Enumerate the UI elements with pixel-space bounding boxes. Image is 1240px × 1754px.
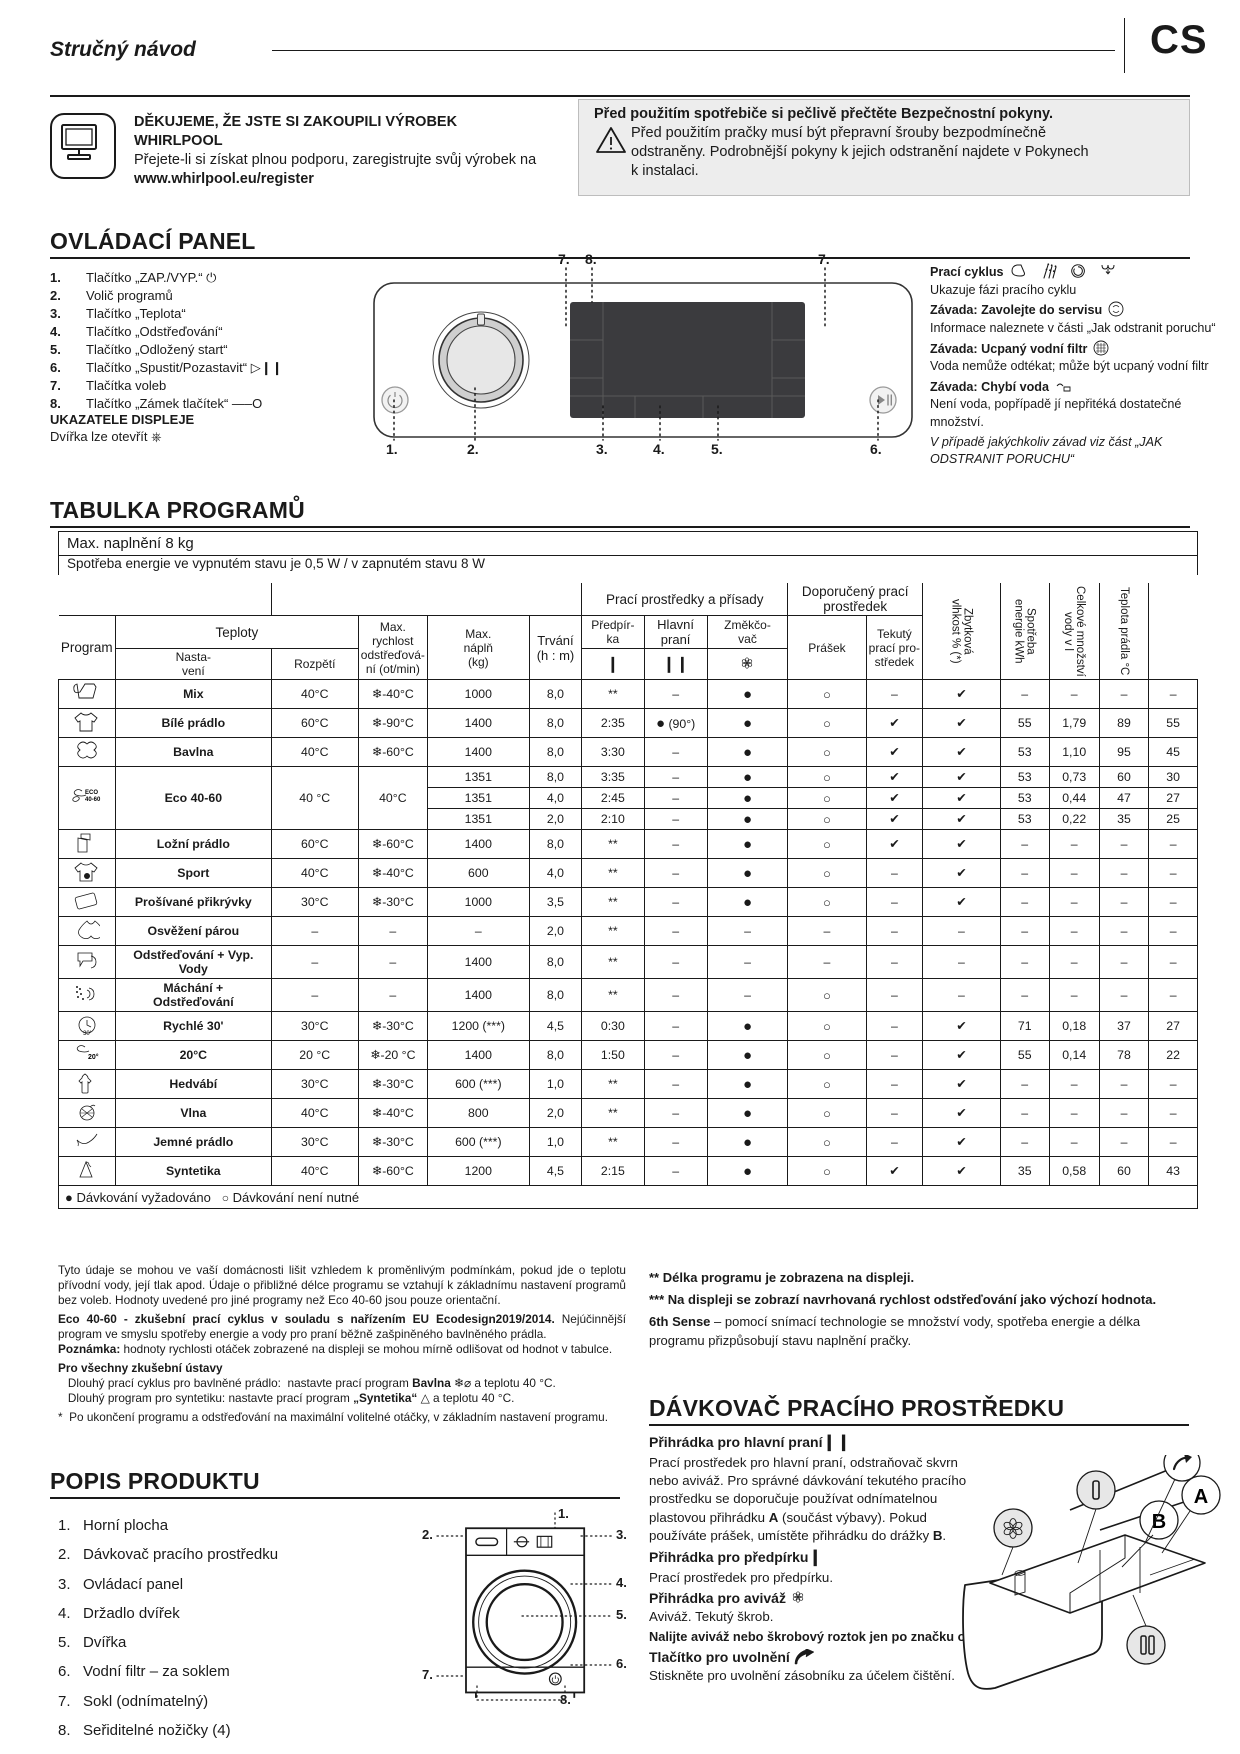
svg-text:A: A xyxy=(1194,1486,1208,1508)
svg-text:B: B xyxy=(1152,1511,1166,1533)
